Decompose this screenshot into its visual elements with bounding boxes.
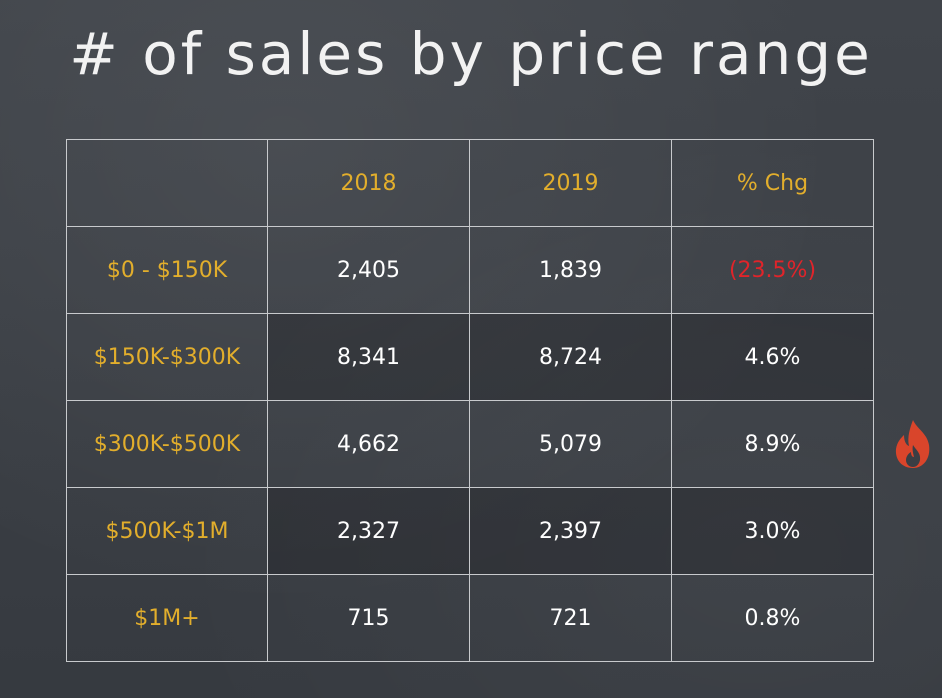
- value-2019-cell: 1,839: [469, 226, 672, 314]
- value-2018-cell: 8,341: [267, 313, 470, 401]
- table-row: $300K-$500K 4,662 5,079 8.9%: [66, 400, 874, 488]
- pct-chg-cell: 3.0%: [671, 487, 874, 575]
- slide-title: # of sales by price range: [69, 20, 873, 88]
- header-cell-pct-chg: % Chg: [671, 139, 874, 227]
- range-cell: $300K-$500K: [66, 400, 268, 488]
- range-cell: $150K-$300K: [66, 313, 268, 401]
- table-row: $0 - $150K 2,405 1,839 (23.5%): [66, 226, 874, 314]
- value-2019-cell: 5,079: [469, 400, 672, 488]
- table-row: $500K-$1M 2,327 2,397 3.0%: [66, 487, 874, 575]
- table-row: $1M+ 715 721 0.8%: [66, 574, 874, 662]
- header-cell-empty: [66, 139, 268, 227]
- value-2018-cell: 715: [267, 574, 470, 662]
- header-row: 2018 2019 % Chg: [66, 139, 874, 227]
- header-cell-2018: 2018: [267, 139, 470, 227]
- pct-chg-cell: 4.6%: [671, 313, 874, 401]
- value-2019-cell: 8,724: [469, 313, 672, 401]
- value-2018-cell: 2,405: [267, 226, 470, 314]
- value-2019-cell: 721: [469, 574, 672, 662]
- value-2019-cell: 2,397: [469, 487, 672, 575]
- range-cell: $1M+: [66, 574, 268, 662]
- pct-chg-cell: (23.5%): [671, 226, 874, 314]
- sales-table: 2018 2019 % Chg $0 - $150K 2,405 1,839 (…: [66, 139, 874, 662]
- fire-icon: [895, 420, 930, 468]
- range-cell: $500K-$1M: [66, 487, 268, 575]
- header-cell-2019: 2019: [469, 139, 672, 227]
- pct-chg-cell: 8.9%: [671, 400, 874, 488]
- value-2018-cell: 2,327: [267, 487, 470, 575]
- pct-chg-cell: 0.8%: [671, 574, 874, 662]
- value-2018-cell: 4,662: [267, 400, 470, 488]
- range-cell: $0 - $150K: [66, 226, 268, 314]
- table-row: $150K-$300K 8,341 8,724 4.6%: [66, 313, 874, 401]
